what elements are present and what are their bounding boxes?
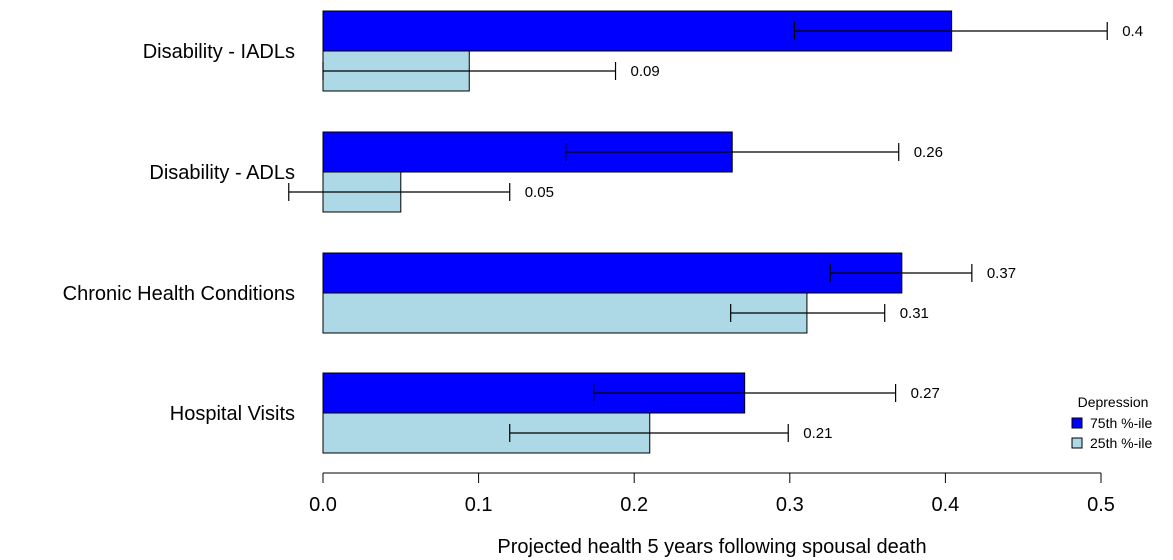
error-bar (509, 424, 789, 442)
legend-entries: 75th %-ile 25th %-ile (1071, 415, 1152, 451)
data-label: 0.05 (525, 184, 554, 201)
x-tick-label: 0.3 (776, 494, 804, 516)
category-label: Disability - ADLs (149, 162, 295, 184)
error-bar (793, 22, 1108, 40)
category-label: Disability - IADLs (143, 41, 295, 63)
bar (322, 292, 808, 334)
legend-swatch (1071, 417, 1083, 429)
x-tick-label: 0.4 (931, 494, 959, 516)
error-bar (288, 183, 511, 201)
legend-title: Depression (1078, 394, 1149, 410)
bar (322, 252, 903, 294)
category-label: Hospital Visits (170, 403, 295, 425)
data-labels: 0.4 0.09 0.26 0.05 0.37 0.31 0.27 0.21 (525, 23, 1143, 442)
category-label: Chronic Health Conditions (63, 283, 295, 305)
x-tick-label: 0.5 (1087, 494, 1115, 516)
legend-entry: 25th %-ile (1071, 435, 1152, 451)
data-label: 0.31 (900, 305, 929, 322)
x-axis: 0.0 0.1 0.2 0.3 0.4 0.5 (309, 472, 1115, 516)
data-label: 0.4 (1122, 23, 1143, 40)
error-bar (593, 384, 897, 402)
legend-label: 75th %-ile (1090, 415, 1152, 431)
data-label: 0.37 (987, 265, 1016, 282)
error-bar (565, 143, 900, 161)
error-bar (322, 62, 617, 80)
error-bars (288, 22, 1108, 442)
x-tick-label: 0.0 (309, 494, 337, 516)
error-bar (829, 264, 973, 282)
x-ticks: 0.0 0.1 0.2 0.3 0.4 0.5 (309, 473, 1115, 516)
category-labels: Disability - IADLs Disability - ADLs Chron… (63, 41, 295, 425)
legend-entry: 75th %-ile (1071, 415, 1152, 431)
data-label: 0.26 (914, 144, 943, 161)
data-label: 0.09 (631, 63, 660, 80)
x-tick-label: 0.2 (620, 494, 648, 516)
legend: Depression 75th %-ile 25th %-ile (1071, 394, 1152, 451)
legend-swatch (1071, 437, 1083, 449)
legend-label: 25th %-ile (1090, 435, 1152, 451)
x-tick-label: 0.1 (465, 494, 493, 516)
x-axis-title: Projected health 5 years following spous… (497, 536, 926, 558)
data-label: 0.27 (911, 385, 940, 402)
error-bar (730, 304, 886, 322)
data-label: 0.21 (803, 425, 832, 442)
